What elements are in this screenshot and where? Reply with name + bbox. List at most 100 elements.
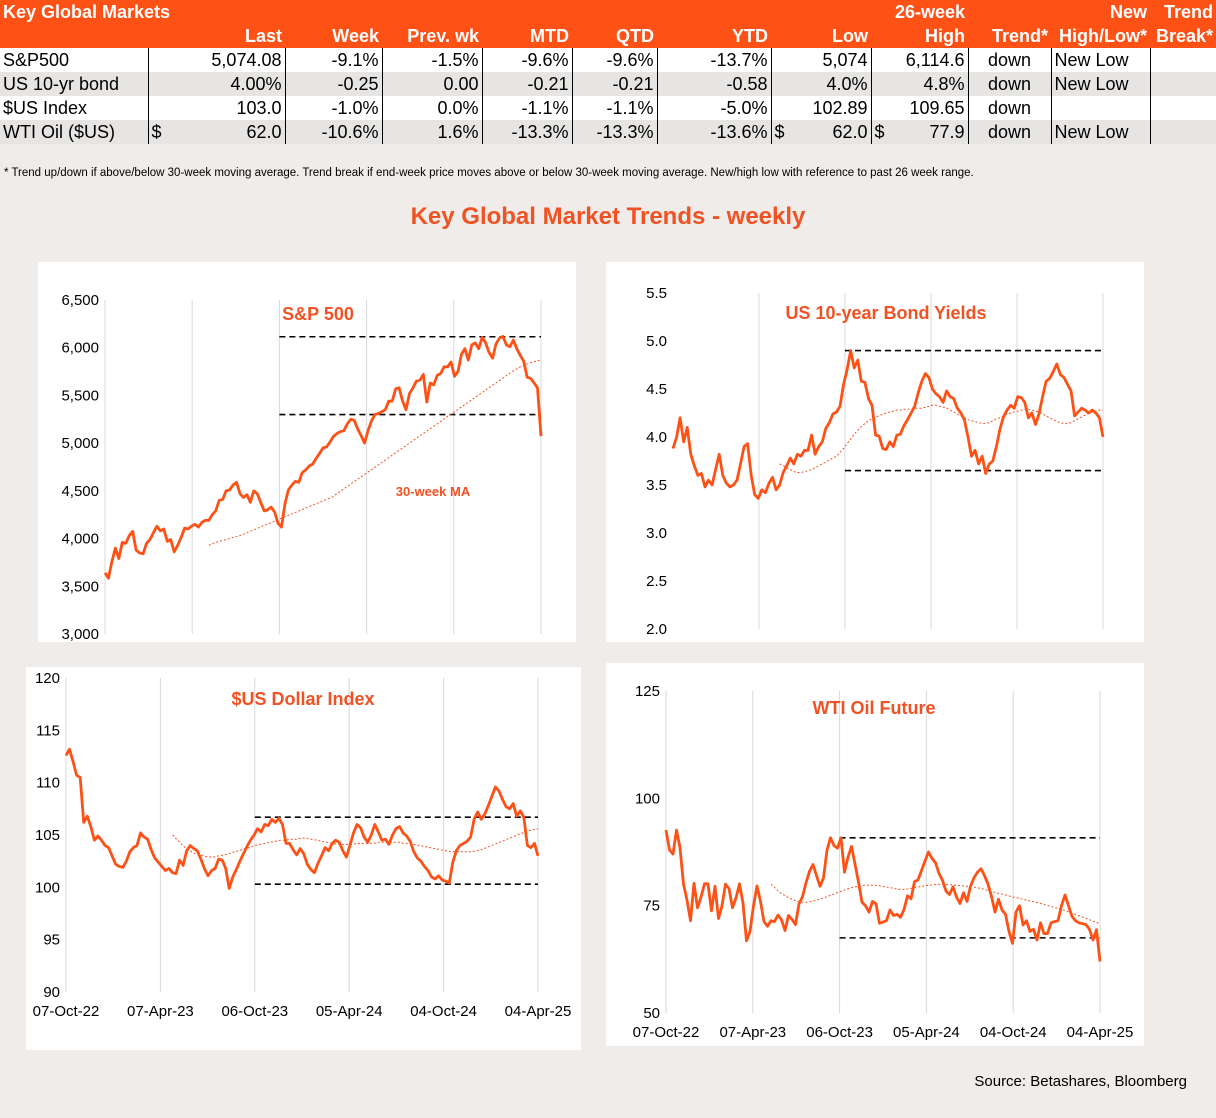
moving-average-line <box>770 883 1101 925</box>
high-header: High <box>871 24 968 48</box>
chart-title: US 10-year Bond Yields <box>785 303 986 323</box>
trend-cell: down <box>967 72 1051 96</box>
currency-cell <box>770 96 791 120</box>
last-cell: 5,074.08 <box>168 48 285 72</box>
row-label: S&P500 <box>0 48 148 72</box>
row-label: $US Index <box>0 96 148 120</box>
currency-cell: $ <box>147 120 168 144</box>
currency-cell <box>147 96 168 120</box>
y-tick-label: 5,000 <box>61 435 99 452</box>
trend-break-header-top: Trend <box>1150 0 1216 24</box>
moving-average-line <box>208 359 542 546</box>
high-cell: 109.65 <box>891 96 968 120</box>
table-row: WTI Oil ($US) $ 62.0 -10.6% 1.6% -13.3% … <box>0 120 1216 144</box>
qtd-cell: -13.3% <box>571 120 657 144</box>
y-tick-label: 2.0 <box>646 621 667 638</box>
y-tick-label: 5.5 <box>646 285 667 302</box>
series-line <box>671 349 1105 500</box>
dxy-chart: 90 95 100 105 110 115 120 07-Oct-22 07-Apr-23 06-… <box>33 670 572 1020</box>
x-tick-label: 04-Apr-25 <box>505 1003 572 1020</box>
mtd-cell: -9.6% <box>481 48 572 72</box>
y-tick-label: 110 <box>36 775 60 792</box>
table-row: $US Index 103.0 -1.0% 0.0% -1.1% -1.1% -… <box>0 96 1216 120</box>
prev-cell: 0.0% <box>381 96 482 120</box>
low-cell: 102.89 <box>791 96 871 120</box>
high-cell: 4.8% <box>891 72 968 96</box>
currency-cell <box>147 48 168 72</box>
low-cell: 4.0% <box>791 72 871 96</box>
trend-cell: down <box>967 120 1051 144</box>
chart-title: WTI Oil Future <box>813 698 936 718</box>
ytd-cell: -0.58 <box>656 72 771 96</box>
moving-average-line <box>779 404 1103 473</box>
currency-cell <box>870 48 891 72</box>
markets-table: Key Global Markets 26-week New Trend Las… <box>0 0 1216 144</box>
newhl-cell: New Low <box>1050 72 1150 96</box>
y-tick-label: 50 <box>643 1005 660 1022</box>
trend-break-cell <box>1149 96 1216 120</box>
y-tick-label: 6,000 <box>61 340 99 357</box>
dxy-chart-panel: 90 95 100 105 110 115 120 07-Oct-22 07-Apr-23 06-… <box>26 667 581 1050</box>
newhl-cell: New Low <box>1050 48 1150 72</box>
table-title: Key Global Markets <box>0 0 285 24</box>
y-tick-label: 2.5 <box>646 573 667 590</box>
ma-label: 30-week MA <box>396 484 471 499</box>
y-tick-label: 5,500 <box>61 387 99 404</box>
y-tick-label: 4.0 <box>646 429 667 446</box>
qtd-cell: -0.21 <box>571 72 657 96</box>
mtd-cell: -1.1% <box>481 96 572 120</box>
range-header-top: 26-week <box>771 0 968 24</box>
row-label: WTI Oil ($US) <box>0 120 148 144</box>
x-tick-label: 04-Oct-24 <box>980 1024 1047 1041</box>
y-tick-label: 4.5 <box>646 381 667 398</box>
newhl-cell <box>1050 96 1150 120</box>
mtd-cell: -0.21 <box>481 72 572 96</box>
y-tick-label: 75 <box>643 898 660 915</box>
low-cell: 5,074 <box>791 48 871 72</box>
sp500-chart: 3,000 3,500 4,000 4,500 5,000 5,500 6,000 6,500… <box>61 292 543 642</box>
last-header: Last <box>148 24 285 48</box>
y-tick-label: 125 <box>635 683 660 700</box>
trend-cell: down <box>967 48 1051 72</box>
y-tick-label: 4,500 <box>61 483 99 500</box>
low-header: Low <box>771 24 871 48</box>
ytd-header: YTD <box>657 24 771 48</box>
prev-cell: 1.6% <box>381 120 482 144</box>
y-tick-label: 105 <box>35 827 60 844</box>
mtd-header: MTD <box>482 24 572 48</box>
ytd-cell: -5.0% <box>656 96 771 120</box>
y-tick-label: 90 <box>43 984 60 1001</box>
y-tick-label: 5.0 <box>646 333 667 350</box>
source-note: Source: Betashares, Bloomberg <box>974 1073 1187 1090</box>
high-cell: 77.9 <box>891 120 968 144</box>
y-tick-label: 3,500 <box>61 578 99 595</box>
series-line <box>664 828 1102 962</box>
low-cell: 62.0 <box>791 120 871 144</box>
trend-header: Trend* <box>968 24 1051 48</box>
last-cell: 103.0 <box>168 96 285 120</box>
x-tick-label: 05-Apr-24 <box>893 1024 960 1041</box>
ytd-cell: -13.7% <box>656 48 771 72</box>
x-tick-label: 07-Oct-22 <box>633 1024 700 1041</box>
moving-average-line <box>172 828 539 858</box>
y-tick-label: 100 <box>635 790 660 807</box>
chart-title: S&P 500 <box>282 304 354 324</box>
y-tick-label: 100 <box>35 879 60 896</box>
currency-cell <box>870 96 891 120</box>
newhl-header-top: New <box>1051 0 1150 24</box>
footnote: * Trend up/down if above/below 30-week m… <box>4 167 974 179</box>
prev-cell: 0.00 <box>381 72 482 96</box>
series-line <box>103 334 543 580</box>
qtd-cell: -1.1% <box>571 96 657 120</box>
prev-cell: -1.5% <box>381 48 482 72</box>
trend-cell: down <box>967 96 1051 120</box>
us10y-chart-panel: 2.0 2.5 3.0 3.5 4.0 4.5 5.0 5.5 US 10-year Bond … <box>606 262 1144 642</box>
table-header-row-1: Key Global Markets 26-week New Trend <box>0 0 1216 24</box>
sp500-chart-panel: 3,000 3,500 4,000 4,500 5,000 5,500 6,000 6,500… <box>38 262 576 642</box>
y-tick-label: 4,000 <box>61 531 99 548</box>
trend-break-header: Break* <box>1150 24 1216 48</box>
newhl-cell: New Low <box>1050 120 1150 144</box>
week-cell: -10.6% <box>284 120 382 144</box>
week-cell: -1.0% <box>284 96 382 120</box>
x-tick-label: 07-Apr-23 <box>127 1003 194 1020</box>
